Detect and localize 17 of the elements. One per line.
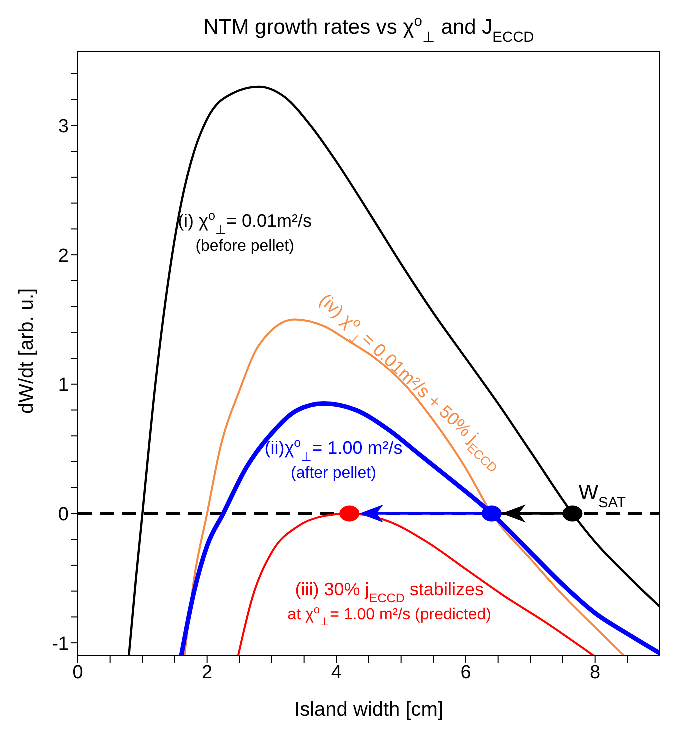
y-axis-title: dW/dt [arb. u.] <box>16 288 38 414</box>
x-tick-label: 8 <box>590 662 601 684</box>
y-tick-label: 2 <box>58 246 69 267</box>
series-label: (i) χ$^{o}$$_{⊥}$= 0.01m²/s (before pellet) <box>178 208 312 255</box>
x-tick-label: 2 <box>202 662 213 684</box>
y-tick-label: 1 <box>58 375 69 396</box>
text: (iii) 30% j$_{ECCD}$ stabilizes at χ$^{o}$$_{⊥}$= 1.00 m²/s (predicted) <box>288 580 492 629</box>
x-tick-label: 0 <box>72 662 84 684</box>
x-tick-label: 6 <box>460 662 472 684</box>
chart-title: NTM growth rates vs χ$^{o}$$_{⊥}$ and J$_{ECCD}$ <box>204 14 534 46</box>
annotation: W$_{SAT}$ <box>578 482 626 512</box>
x-axis-title: Island width [cm] <box>294 699 444 721</box>
series-label: (ii)χ$^{o}$$_{⊥}$= 1.00 m²/s (after pellet) <box>264 436 403 482</box>
y-tick-label: 3 <box>58 116 69 138</box>
y-tick-label: 0 <box>58 504 69 526</box>
y-tick-label: -1 <box>52 634 69 655</box>
x-tick-label: 4 <box>331 662 342 684</box>
